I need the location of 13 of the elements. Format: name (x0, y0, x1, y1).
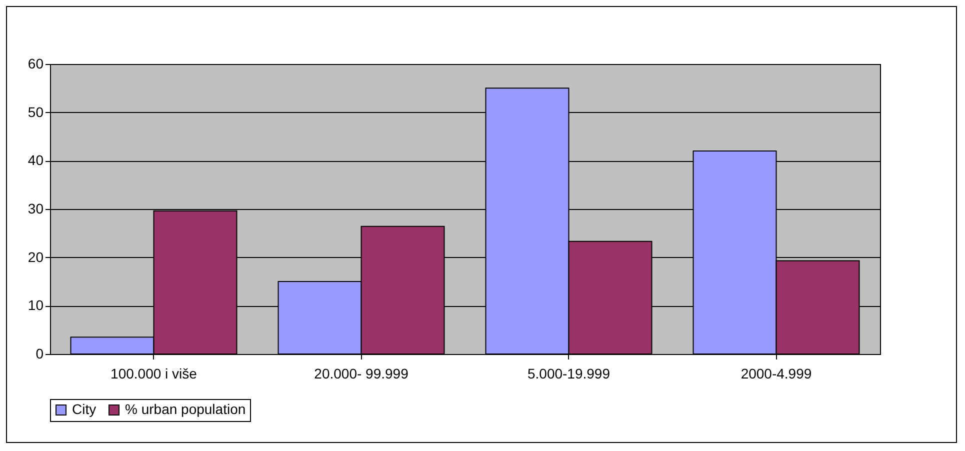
x-tick-label: 20.000- 99.999 (314, 366, 409, 382)
legend-label: City (72, 401, 96, 417)
x-tick-label: 5.000-19.999 (527, 366, 610, 382)
y-tick-label: 10 (28, 297, 44, 314)
legend-label: % urban population (125, 401, 246, 417)
x-tick-label: 100.000 i više (110, 366, 198, 382)
y-tick-label: 30 (28, 200, 44, 216)
y-tick-label: 40 (28, 152, 44, 168)
x-tick-label: 2000-4.999 (740, 366, 812, 382)
y-tick-label: 60 (28, 56, 44, 72)
y-tick-label: 20 (28, 248, 44, 265)
y-tick-label: 50 (28, 104, 44, 120)
y-tick-label: 0 (36, 346, 44, 362)
